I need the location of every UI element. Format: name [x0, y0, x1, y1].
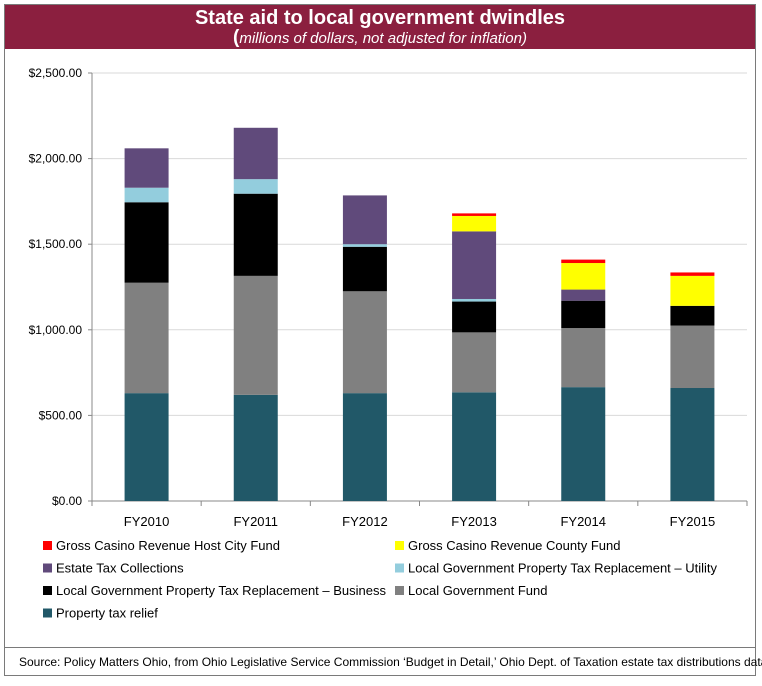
bar-segment	[124, 187, 169, 203]
legend-label: Local Government Fund	[408, 583, 547, 598]
y-tick-label: $0.00	[52, 494, 82, 508]
chart-frame: State aid to local government dwindles (…	[4, 4, 762, 676]
legend-swatch	[43, 563, 52, 573]
bar-segment	[233, 193, 278, 276]
y-tick-label: $500.00	[39, 408, 83, 422]
bar-segment	[561, 300, 606, 329]
bar-segment	[342, 244, 387, 247]
chart-title: State aid to local government dwindles	[194, 7, 566, 29]
bar-segment	[561, 289, 606, 301]
x-tick-label: FY2012	[342, 514, 388, 529]
legend-swatch	[43, 541, 52, 550]
bar-segment	[124, 202, 169, 283]
bar-segment	[452, 213, 497, 216]
bar-segment	[561, 259, 606, 264]
bar-segment	[670, 272, 715, 276]
y-tick-label: $2,500.00	[29, 66, 83, 80]
x-tick-label: FY2013	[451, 514, 497, 529]
bar-segment	[233, 127, 278, 180]
bar-segment	[452, 332, 497, 393]
bar-segment	[561, 328, 606, 388]
legend-label: Property tax relief	[56, 606, 158, 621]
legend-swatch	[43, 608, 52, 618]
x-tick-label: FY2011	[233, 514, 278, 529]
bar-segment	[670, 325, 715, 389]
bar-segment	[452, 392, 497, 501]
stacked-bar-chart: $0.00 $500.00 $1,000.00 $1,500.00 $2,000.00 $…	[29, 66, 748, 621]
y-tick-label: $2,000.00	[29, 152, 83, 166]
bar-segment	[342, 393, 387, 501]
bar-segment	[670, 388, 715, 501]
bar-segment	[233, 275, 278, 395]
chart-subtitle: (millions of dollars, not adjusted for i…	[5, 27, 755, 48]
y-tick-label: $1,500.00	[29, 237, 83, 251]
bar-segment	[233, 179, 278, 194]
bar-segment	[342, 246, 387, 292]
bar-segment	[670, 305, 715, 326]
legend-label: Local Government Property Tax Replacemen…	[56, 583, 386, 598]
x-tick-label: FY2010	[124, 514, 170, 529]
bar-segment	[452, 215, 497, 232]
bar-segment	[342, 195, 387, 245]
legend-label: Estate Tax Collections	[56, 561, 184, 576]
legend-label: Gross Casino Revenue Host City Fund	[56, 538, 280, 553]
legend-label: Gross Casino Revenue County Fund	[408, 538, 620, 553]
subtitle-text: millions of dollars, not adjusted for in…	[239, 30, 527, 47]
bar-segment	[124, 148, 169, 188]
bar-segment	[452, 301, 497, 333]
subtitle-paren: (	[233, 27, 240, 48]
source-note: Source: Policy Matters Ohio, from Ohio L…	[5, 647, 762, 675]
legend-swatch	[43, 586, 52, 595]
legend-label: Local Government Property Tax Replacemen…	[408, 561, 718, 576]
legend-swatch	[395, 541, 404, 550]
bar-segment	[342, 291, 387, 394]
bar-segment	[124, 282, 169, 394]
y-tick-label: $1,000.00	[29, 323, 83, 337]
x-tick-label: FY2015	[670, 514, 716, 529]
bar-segment	[452, 231, 497, 299]
bar-segment	[452, 298, 497, 302]
legend-swatch	[395, 563, 404, 573]
bar-segment	[670, 275, 715, 306]
chart-header: State aid to local government dwindles (…	[5, 5, 755, 49]
bar-segment	[124, 393, 169, 501]
x-tick-label: FY2014	[560, 514, 606, 529]
bar-segment	[561, 387, 606, 501]
legend-swatch	[395, 586, 404, 595]
bar-segment	[233, 394, 278, 501]
bar-segment	[561, 263, 606, 290]
